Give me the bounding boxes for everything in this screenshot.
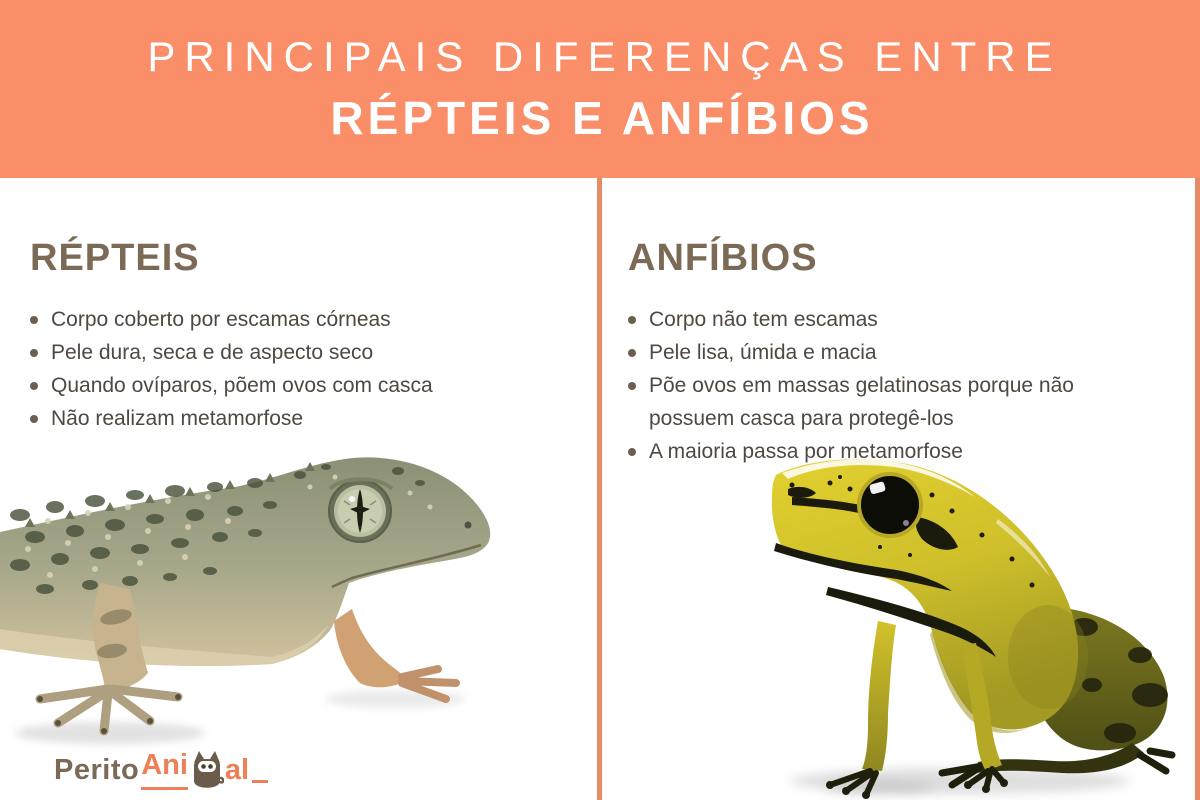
bullet-dot	[30, 382, 38, 390]
gecko-photo	[0, 457, 491, 744]
right-edge-strip	[1195, 178, 1200, 800]
reptiles-list: Corpo coberto por escamas córneas Pele d…	[30, 303, 575, 435]
bullet-dot	[628, 382, 636, 390]
banner-title-line1: PRINCIPAIS DIFERENÇAS ENTRE	[147, 33, 1062, 81]
bullet-dot	[30, 316, 38, 324]
logo-text-al: al	[224, 754, 250, 786]
logo-text-ani: Ani	[141, 745, 188, 790]
logo-text-perito: Perito	[54, 754, 140, 786]
bullet-dot	[628, 448, 636, 456]
list-item: A maioria passa por metamorfose	[628, 435, 1133, 468]
list-item: Pele lisa, úmida e macia	[628, 336, 1133, 369]
amphibians-list: Corpo não tem escamas Pele lisa, úmida e…	[628, 303, 1133, 468]
cat-mascot-icon	[193, 751, 224, 788]
banner: PRINCIPAIS DIFERENÇAS ENTRE RÉPTEIS E AN…	[0, 0, 1200, 178]
list-item: Corpo coberto por escamas córneas	[30, 303, 575, 336]
amphibians-column: ANFÍBIOS Corpo não tem escamas Pele lisa…	[628, 238, 1133, 468]
logo-underline-dash	[252, 780, 269, 783]
list-item: Põe ovos em massas gelatinosas porque nã…	[628, 369, 1133, 435]
banner-title-line2: RÉPTEIS E ANFÍBIOS	[330, 92, 874, 145]
reptiles-heading: RÉPTEIS	[30, 237, 200, 279]
list-item: Pele dura, seca e de aspecto seco	[30, 336, 575, 369]
list-item: Corpo não tem escamas	[628, 303, 1133, 336]
peritoanimal-logo: Perito Ani al	[54, 742, 269, 790]
reptiles-column: RÉPTEIS Corpo coberto por escamas córnea…	[30, 238, 575, 435]
column-divider	[597, 178, 602, 800]
list-item: Quando ovíparos, põem ovos com casca	[30, 369, 575, 402]
bullet-dot	[30, 349, 38, 357]
bullet-dot	[30, 415, 38, 423]
yellow-frog-photo	[771, 459, 1176, 799]
list-item: Não realizam metamorfose	[30, 402, 575, 435]
bullet-dot	[628, 349, 636, 357]
amphibians-heading: ANFÍBIOS	[628, 237, 818, 279]
bullet-dot	[628, 316, 636, 324]
